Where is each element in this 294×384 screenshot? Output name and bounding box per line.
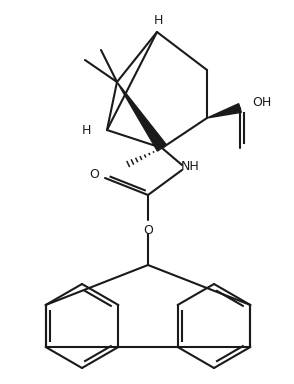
Text: NH: NH bbox=[181, 161, 199, 174]
Text: H: H bbox=[153, 15, 163, 28]
Text: O: O bbox=[89, 169, 99, 182]
Text: H: H bbox=[82, 124, 91, 137]
Text: OH: OH bbox=[252, 96, 271, 109]
Polygon shape bbox=[207, 104, 241, 118]
Text: O: O bbox=[143, 223, 153, 237]
Polygon shape bbox=[117, 82, 166, 151]
